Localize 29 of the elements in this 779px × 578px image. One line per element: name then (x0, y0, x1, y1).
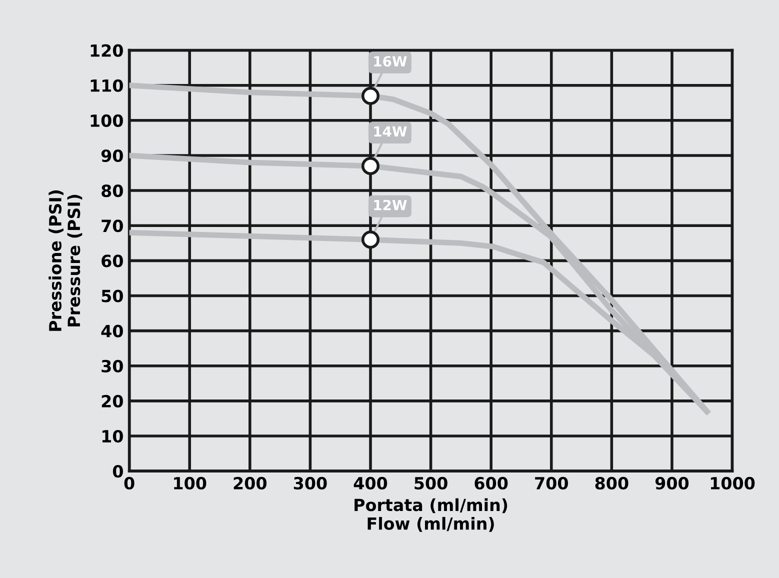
y-tick-label: 60 (102, 254, 123, 268)
y-axis-title: Pressione (PSI) Pressure (PSI) (48, 190, 82, 331)
y-tick-label: 100 (90, 114, 123, 127)
x-tick-label: 500 (414, 476, 448, 490)
x-tick-label: 0 (124, 476, 134, 490)
y-tick-label: 0 (112, 465, 123, 478)
y-tick-label: 80 (102, 184, 123, 198)
x-tick-label: 300 (294, 476, 327, 490)
y-tick-label: 120 (90, 44, 123, 57)
x-axis-title: Portata (ml/min) Flow (ml/min) (354, 498, 508, 532)
x-tick-label: 400 (354, 476, 388, 490)
y-tick-label: 110 (90, 79, 123, 92)
y-tick-label: 10 (102, 430, 123, 443)
y-tick-label: 30 (102, 360, 123, 372)
y-tick-label: 40 (101, 324, 123, 338)
x-tick-label: 1000 (710, 476, 755, 490)
series-label: 14W (374, 126, 407, 136)
y-tick-label: 50 (102, 290, 123, 302)
y-tick-label: 90 (101, 149, 123, 162)
x-tick-label: 700 (535, 476, 568, 490)
y-tick-label: 20 (102, 394, 123, 408)
x-tick-label: 200 (234, 476, 266, 490)
x-tick-label: 600 (474, 476, 508, 490)
x-tick-label: 100 (174, 476, 206, 490)
x-tick-label: 900 (655, 476, 689, 490)
y-tick-label: 70 (102, 220, 123, 232)
series-label: 12W (374, 200, 407, 210)
x-tick-label: 800 (595, 476, 628, 490)
series-label: 16W (374, 56, 407, 67)
